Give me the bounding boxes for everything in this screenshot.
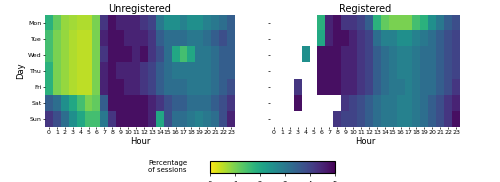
Title: Registered: Registered [339,4,391,14]
Title: Unregistered: Unregistered [108,4,172,14]
Y-axis label: Day: Day [16,63,25,79]
X-axis label: Hour: Hour [130,136,150,146]
Text: Percentage
of sessions: Percentage of sessions [148,161,188,173]
X-axis label: Hour: Hour [355,136,375,146]
